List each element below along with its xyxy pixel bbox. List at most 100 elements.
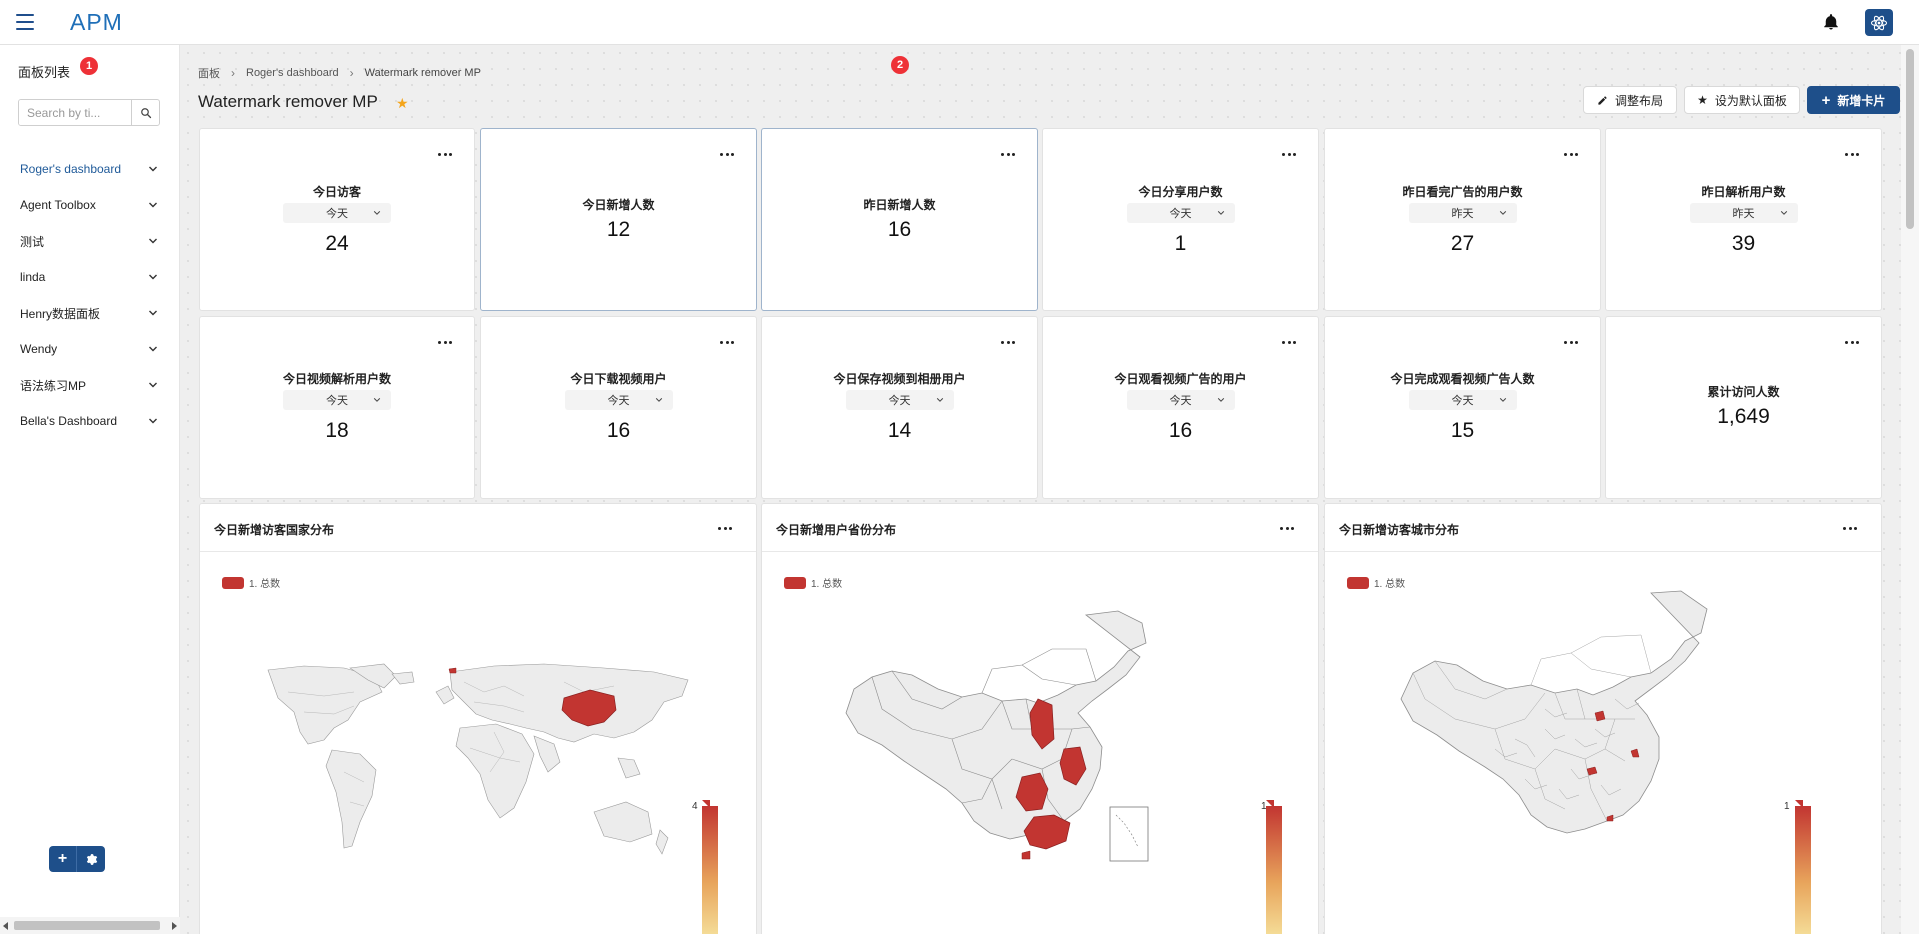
more-icon[interactable] bbox=[1845, 153, 1859, 157]
map-region-highlighted[interactable] bbox=[448, 667, 457, 674]
more-icon[interactable] bbox=[1001, 341, 1015, 345]
search-input[interactable] bbox=[19, 100, 131, 125]
map-city-highlighted[interactable] bbox=[1586, 766, 1598, 776]
chevron-down-icon[interactable] bbox=[148, 380, 158, 390]
visual-map-scale[interactable] bbox=[1266, 806, 1282, 934]
visual-map-scale[interactable] bbox=[702, 806, 718, 934]
kpi-card[interactable]: 昨日新增人数 16 bbox=[761, 128, 1038, 311]
breadcrumb-parent[interactable]: Roger's dashboard bbox=[246, 67, 339, 79]
set-default-dashboard-button[interactable]: ★ 设为默认面板 bbox=[1684, 86, 1800, 114]
more-icon[interactable] bbox=[1280, 527, 1294, 531]
sidebar-search bbox=[18, 99, 160, 126]
scale-handle[interactable] bbox=[702, 800, 710, 808]
add-dashboard-button[interactable]: + bbox=[49, 846, 77, 872]
date-filter-select[interactable]: 昨天 bbox=[1408, 203, 1517, 223]
kpi-value: 16 bbox=[887, 218, 912, 241]
more-icon[interactable] bbox=[438, 341, 452, 345]
province-map-card[interactable]: 今日新增用户省份分布 1. 总数 1 bbox=[761, 503, 1319, 934]
chevron-down-icon[interactable] bbox=[148, 308, 158, 318]
sidebar-item-rogers-dashboard[interactable]: Roger's dashboard bbox=[0, 151, 180, 187]
china-province-map[interactable] bbox=[842, 609, 1162, 865]
menu-icon[interactable] bbox=[16, 14, 34, 30]
more-icon[interactable] bbox=[1564, 341, 1578, 345]
kpi-card[interactable]: 累计访问人数 1,649 bbox=[1605, 316, 1882, 499]
settings-button[interactable] bbox=[77, 846, 105, 872]
chevron-down-icon[interactable] bbox=[148, 200, 158, 210]
sidebar-item-agent-toolbox[interactable]: Agent Toolbox bbox=[0, 187, 180, 223]
scale-handle[interactable] bbox=[1795, 800, 1803, 808]
date-filter-select[interactable]: 今天 bbox=[283, 390, 391, 410]
map-city-highlighted[interactable] bbox=[1630, 748, 1640, 758]
date-filter-select[interactable]: 今天 bbox=[1126, 203, 1235, 223]
app-logo[interactable]: APM bbox=[70, 9, 123, 35]
map-region-hainan[interactable] bbox=[1021, 850, 1031, 860]
map-region-hunan[interactable] bbox=[1015, 772, 1049, 812]
kpi-card[interactable]: 昨日看完广告的用户数 昨天 27 bbox=[1324, 128, 1601, 311]
chevron-down-icon[interactable] bbox=[148, 164, 158, 174]
map-region-china[interactable] bbox=[561, 689, 617, 727]
breadcrumb-root[interactable]: 面板 bbox=[198, 68, 220, 80]
kpi-card[interactable]: 今日观看视频广告的用户 今天 16 bbox=[1042, 316, 1319, 499]
map-region-shaanxi[interactable] bbox=[1029, 698, 1055, 750]
kpi-value: 12 bbox=[606, 218, 631, 241]
kpi-card[interactable]: 今日分享用户数 今天 1 bbox=[1042, 128, 1319, 311]
chevron-down-icon[interactable] bbox=[148, 272, 158, 282]
pencil-icon bbox=[1598, 95, 1607, 105]
sidebar-item-wendy[interactable]: Wendy bbox=[0, 331, 180, 367]
more-icon[interactable] bbox=[1282, 153, 1296, 157]
more-icon[interactable] bbox=[720, 341, 734, 345]
country-map-card[interactable]: 今日新增访客国家分布 1. 总数 4 bbox=[199, 503, 757, 934]
kpi-card[interactable]: 今日保存视频到相册用户 今天 14 bbox=[761, 316, 1038, 499]
kpi-card[interactable]: 今日下载视频用户 今天 16 bbox=[480, 316, 757, 499]
visual-map-scale[interactable] bbox=[1795, 806, 1811, 934]
kpi-card[interactable]: 今日新增人数 12 bbox=[480, 128, 757, 311]
favorite-star-icon[interactable]: ★ bbox=[396, 95, 409, 111]
sidebar-item-henry[interactable]: Henry数据面板 bbox=[0, 295, 180, 331]
date-filter-select[interactable]: 今天 bbox=[283, 203, 391, 223]
kpi-value: 1 bbox=[1174, 232, 1187, 255]
more-icon[interactable] bbox=[438, 153, 452, 157]
chevron-down-icon[interactable] bbox=[148, 416, 158, 426]
world-map[interactable] bbox=[264, 662, 694, 862]
kpi-card[interactable]: 今日视频解析用户数 今天 18 bbox=[199, 316, 475, 499]
map-legend[interactable]: 1. 总数 bbox=[1347, 575, 1405, 590]
more-icon[interactable] bbox=[1282, 341, 1296, 345]
kpi-value: 16 bbox=[606, 419, 631, 442]
kpi-card[interactable]: 今日完成观看视频广告人数 今天 15 bbox=[1324, 316, 1601, 499]
more-icon[interactable] bbox=[1001, 153, 1015, 157]
sidebar-item-test[interactable]: 测试 bbox=[0, 223, 180, 259]
vertical-scrollbar[interactable] bbox=[1901, 45, 1919, 934]
sidebar-item-linda[interactable]: linda bbox=[0, 259, 180, 295]
date-filter-select[interactable]: 昨天 bbox=[1689, 203, 1798, 223]
chevron-down-icon[interactable] bbox=[148, 236, 158, 246]
map-legend[interactable]: 1. 总数 bbox=[222, 575, 280, 590]
date-filter-select[interactable]: 今天 bbox=[845, 390, 954, 410]
kpi-card[interactable]: 今日访客 今天 24 bbox=[199, 128, 475, 311]
kpi-card[interactable]: 昨日解析用户数 昨天 39 bbox=[1605, 128, 1882, 311]
date-filter-select[interactable]: 今天 bbox=[564, 390, 673, 410]
map-region-anhui[interactable] bbox=[1059, 746, 1087, 786]
more-icon[interactable] bbox=[720, 153, 734, 157]
date-filter-select[interactable]: 今天 bbox=[1126, 390, 1235, 410]
scale-handle[interactable] bbox=[1266, 800, 1274, 808]
sidebar-item-bella[interactable]: Bella's Dashboard bbox=[0, 403, 180, 439]
more-icon[interactable] bbox=[1564, 153, 1578, 157]
more-icon[interactable] bbox=[1843, 527, 1857, 531]
bell-icon[interactable] bbox=[1822, 13, 1840, 31]
more-icon[interactable] bbox=[718, 527, 732, 531]
map-city-highlighted[interactable] bbox=[1606, 814, 1614, 822]
search-button[interactable] bbox=[131, 100, 159, 125]
add-card-button[interactable]: + 新增卡片 bbox=[1807, 86, 1900, 114]
map-city-highlighted[interactable] bbox=[1594, 710, 1606, 722]
date-filter-select[interactable]: 今天 bbox=[1408, 390, 1517, 410]
china-city-map[interactable] bbox=[1395, 589, 1715, 859]
city-map-card[interactable]: 今日新增访客城市分布 1. 总数 1 bbox=[1324, 503, 1882, 934]
chevron-down-icon[interactable] bbox=[148, 344, 158, 354]
react-icon[interactable] bbox=[1865, 9, 1893, 36]
sidebar-item-grammar[interactable]: 语法练习MP bbox=[0, 367, 180, 403]
map-legend[interactable]: 1. 总数 bbox=[784, 575, 842, 590]
map-region-guangdong[interactable] bbox=[1023, 814, 1071, 850]
more-icon[interactable] bbox=[1845, 341, 1859, 345]
horizontal-scrollbar[interactable] bbox=[0, 917, 180, 934]
adjust-layout-button[interactable]: 调整布局 bbox=[1583, 86, 1677, 114]
